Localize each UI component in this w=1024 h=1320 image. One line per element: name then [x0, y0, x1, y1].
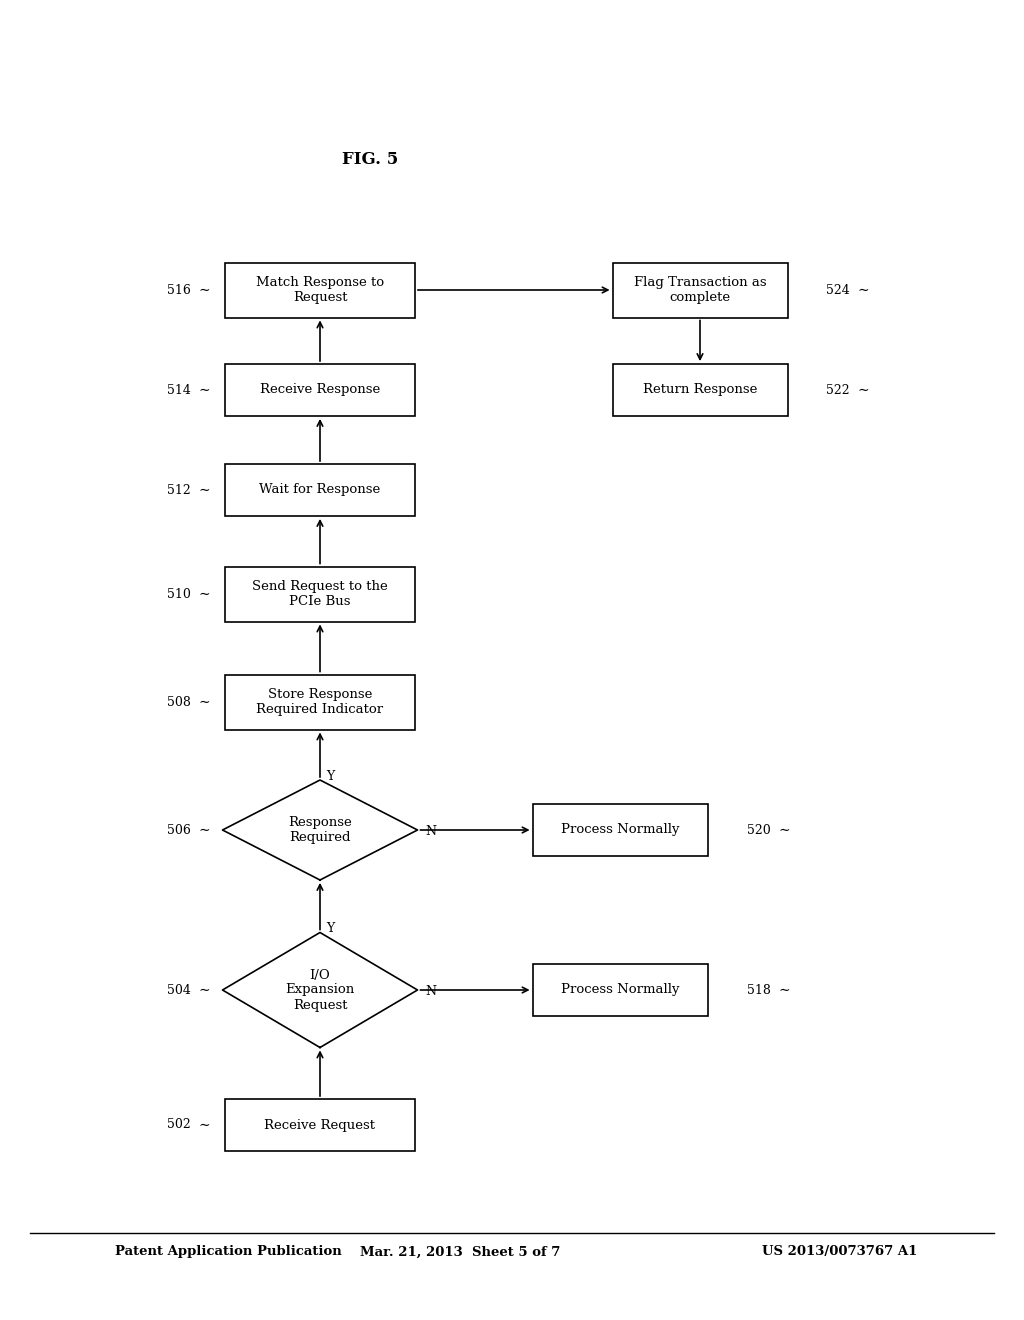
- Text: Send Request to the
PCIe Bus: Send Request to the PCIe Bus: [252, 579, 388, 609]
- Text: ∼: ∼: [199, 587, 211, 601]
- Text: ∼: ∼: [199, 282, 211, 297]
- Text: 506: 506: [167, 824, 191, 837]
- FancyBboxPatch shape: [225, 465, 415, 516]
- Text: ∼: ∼: [779, 983, 791, 997]
- Text: Receive Response: Receive Response: [260, 384, 380, 396]
- FancyBboxPatch shape: [225, 364, 415, 416]
- Text: Patent Application Publication: Patent Application Publication: [115, 1246, 342, 1258]
- Text: Response
Required: Response Required: [288, 816, 352, 843]
- Text: Match Response to
Request: Match Response to Request: [256, 276, 384, 304]
- Text: 502: 502: [167, 1118, 191, 1131]
- FancyBboxPatch shape: [225, 263, 415, 318]
- Text: N: N: [426, 825, 436, 838]
- Text: Wait for Response: Wait for Response: [259, 483, 381, 496]
- Text: ∼: ∼: [199, 696, 211, 709]
- Text: US 2013/0073767 A1: US 2013/0073767 A1: [762, 1246, 918, 1258]
- Text: Y: Y: [326, 770, 334, 783]
- Text: Receive Request: Receive Request: [264, 1118, 376, 1131]
- Text: ∼: ∼: [199, 483, 211, 498]
- Text: 504: 504: [167, 983, 191, 997]
- Text: Return Response: Return Response: [643, 384, 757, 396]
- FancyBboxPatch shape: [225, 566, 415, 622]
- Text: 514: 514: [167, 384, 191, 396]
- Text: Mar. 21, 2013  Sheet 5 of 7: Mar. 21, 2013 Sheet 5 of 7: [359, 1246, 560, 1258]
- Text: ∼: ∼: [199, 983, 211, 997]
- Text: 508: 508: [167, 696, 191, 709]
- Text: FIG. 5: FIG. 5: [342, 152, 398, 169]
- Text: Y: Y: [326, 923, 334, 936]
- Text: N: N: [426, 985, 436, 998]
- Polygon shape: [222, 780, 418, 880]
- FancyBboxPatch shape: [612, 263, 787, 318]
- Text: ∼: ∼: [779, 822, 791, 837]
- Text: Store Response
Required Indicator: Store Response Required Indicator: [256, 688, 384, 715]
- Text: 524: 524: [826, 284, 850, 297]
- FancyBboxPatch shape: [225, 1100, 415, 1151]
- FancyBboxPatch shape: [532, 804, 708, 855]
- Text: ∼: ∼: [199, 383, 211, 397]
- Text: ∼: ∼: [858, 383, 869, 397]
- Text: 512: 512: [167, 483, 191, 496]
- Text: 522: 522: [826, 384, 850, 396]
- Text: 520: 520: [748, 824, 771, 837]
- FancyBboxPatch shape: [532, 964, 708, 1016]
- FancyBboxPatch shape: [225, 675, 415, 730]
- Text: ∼: ∼: [199, 822, 211, 837]
- Text: 518: 518: [748, 983, 771, 997]
- Text: Process Normally: Process Normally: [561, 824, 679, 837]
- Text: ∼: ∼: [858, 282, 869, 297]
- Text: Process Normally: Process Normally: [561, 983, 679, 997]
- FancyBboxPatch shape: [612, 364, 787, 416]
- Text: 510: 510: [167, 587, 191, 601]
- Polygon shape: [222, 932, 418, 1048]
- Text: 516: 516: [167, 284, 191, 297]
- Text: Flag Transaction as
complete: Flag Transaction as complete: [634, 276, 766, 304]
- Text: ∼: ∼: [199, 1118, 211, 1133]
- Text: I/O
Expansion
Request: I/O Expansion Request: [286, 969, 354, 1011]
